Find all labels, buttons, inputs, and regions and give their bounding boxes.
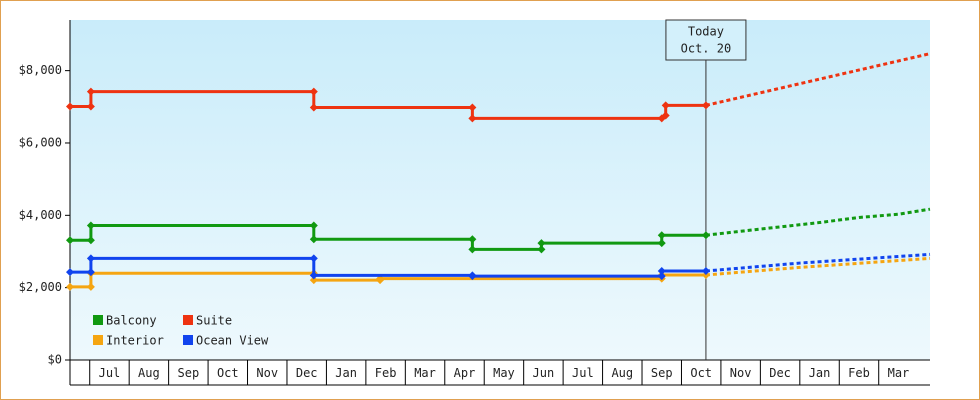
today-label: Oct. 20 xyxy=(681,42,732,56)
plot-area xyxy=(70,20,930,360)
forecast-line xyxy=(705,252,931,273)
y-tick-label: $8,000 xyxy=(19,63,62,77)
price-point xyxy=(701,231,710,240)
legend-label: Suite xyxy=(196,314,232,328)
x-tick-label: Nov xyxy=(730,366,752,380)
price-point xyxy=(86,102,95,111)
price-point xyxy=(86,254,95,263)
x-tick-label: Jan xyxy=(335,366,357,380)
x-tick-label: Mar xyxy=(414,366,436,380)
x-tick-label: Jun xyxy=(533,366,555,380)
price-point xyxy=(66,236,74,245)
price-point xyxy=(309,221,318,230)
price-point xyxy=(309,254,318,263)
legend-swatch xyxy=(183,335,193,345)
price-point xyxy=(657,239,666,248)
price-point xyxy=(86,221,95,230)
x-tick-label: Nov xyxy=(256,366,278,380)
x-tick-label: Jan xyxy=(809,366,831,380)
x-tick-label: Jul xyxy=(99,366,121,380)
legend-swatch xyxy=(183,315,193,325)
today-box xyxy=(665,19,747,61)
price-point xyxy=(657,231,666,240)
price-point xyxy=(66,102,74,111)
y-tick-label: $2,000 xyxy=(19,280,62,294)
price-point xyxy=(66,282,74,291)
x-tick-label: Sep xyxy=(178,366,200,380)
x-tick-label: May xyxy=(493,366,515,380)
price-point xyxy=(86,282,95,291)
x-tick-label: Feb xyxy=(375,366,397,380)
price-point xyxy=(66,268,74,277)
x-tick-label: Dec xyxy=(769,366,791,380)
price-point xyxy=(657,267,666,276)
x-tick-label: Mar xyxy=(888,366,910,380)
x-tick-label: Jul xyxy=(572,366,594,380)
price-point xyxy=(537,239,546,248)
price-point xyxy=(657,272,666,281)
x-tick-label: Feb xyxy=(848,366,870,380)
price-point xyxy=(309,87,318,96)
price-point xyxy=(468,103,477,112)
x-tick-label: Sep xyxy=(651,366,673,380)
price-point xyxy=(309,235,318,244)
y-tick-label: $4,000 xyxy=(19,208,62,222)
price-point xyxy=(309,271,318,280)
price-point xyxy=(661,101,670,110)
x-tick-label: Oct xyxy=(217,366,239,380)
x-tick-label: Apr xyxy=(454,366,476,380)
price-point xyxy=(468,245,477,254)
price-point xyxy=(661,111,670,120)
legend-label: Balcony xyxy=(106,314,157,328)
price-point xyxy=(309,103,318,112)
x-tick-label: Dec xyxy=(296,366,318,380)
y-tick-label: $0 xyxy=(48,353,62,367)
legend-label: Interior xyxy=(106,334,164,348)
x-tick-label: Aug xyxy=(138,366,160,380)
price-point xyxy=(468,114,477,123)
forecast-line xyxy=(705,207,931,237)
y-tick-label: $6,000 xyxy=(19,135,62,149)
price-point xyxy=(701,101,710,110)
today-label: Today xyxy=(688,25,724,39)
price-point xyxy=(468,272,477,281)
x-tick-label: Aug xyxy=(611,366,633,380)
price-point xyxy=(86,87,95,96)
price-point xyxy=(468,235,477,244)
price-point xyxy=(537,245,546,254)
x-tick-label: Oct xyxy=(690,366,712,380)
legend-label: Ocean View xyxy=(196,334,269,348)
forecast-line xyxy=(705,256,931,277)
legend-swatch xyxy=(93,315,103,325)
price-point xyxy=(701,267,710,276)
price-point xyxy=(86,268,95,277)
price-point xyxy=(309,276,318,285)
forecast-line xyxy=(705,52,931,107)
price-point xyxy=(86,236,95,245)
legend-swatch xyxy=(93,335,103,345)
